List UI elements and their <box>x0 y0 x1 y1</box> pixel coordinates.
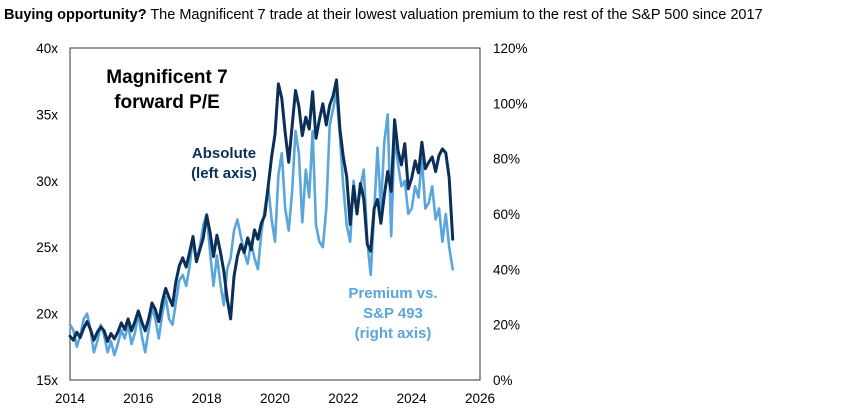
x-tick-label: 2020 <box>260 391 290 406</box>
premium-label-line1: Premium vs. <box>348 285 437 302</box>
chart-headline: Buying opportunity? The Magnificent 7 tr… <box>4 7 763 23</box>
x-tick-label: 2026 <box>465 391 495 406</box>
left-tick-label: 40x <box>36 41 58 56</box>
x-tick-label: 2022 <box>328 391 358 406</box>
x-axis: 2014 2016 2018 2020 2022 2024 2026 <box>55 391 495 406</box>
plot-area <box>69 47 481 381</box>
chart-title-line2: forward P/E <box>114 92 220 113</box>
right-tick-label: 0% <box>493 373 513 388</box>
absolute-label-line1: Absolute <box>192 145 256 162</box>
chart-title-line1: Magnificent 7 <box>106 67 227 88</box>
x-tick-label: 2018 <box>192 391 222 406</box>
x-tick-label: 2014 <box>55 391 86 406</box>
right-tick-label: 40% <box>493 262 520 277</box>
left-tick-label: 25x <box>36 240 58 255</box>
premium-label-line2: S&P 493 <box>363 305 423 322</box>
headline-bold: Buying opportunity? <box>4 7 147 23</box>
right-tick-label: 120% <box>493 41 528 56</box>
x-tick-label: 2024 <box>397 391 428 406</box>
right-tick-label: 60% <box>493 207 520 222</box>
x-tick-label: 2016 <box>123 391 153 406</box>
premium-line <box>68 91 455 357</box>
right-axis: 0% 20% 40% 60% 80% 100% 120% <box>493 41 528 388</box>
left-axis: 15x 20x 25x 30x 35x 40x <box>36 41 58 388</box>
premium-label-line3: (right axis) <box>355 325 432 342</box>
series-lines <box>68 78 455 357</box>
left-tick-label: 20x <box>36 307 58 322</box>
absolute-pe-line <box>68 78 455 343</box>
left-tick-label: 15x <box>36 373 58 388</box>
headline-rest: The Magnificent 7 trade at their lowest … <box>146 7 763 23</box>
absolute-label-line2: (left axis) <box>191 165 257 182</box>
right-tick-label: 100% <box>493 96 528 111</box>
left-tick-label: 30x <box>36 174 58 189</box>
right-tick-label: 20% <box>493 318 520 333</box>
left-tick-label: 35x <box>36 107 58 122</box>
right-tick-label: 80% <box>493 152 520 167</box>
